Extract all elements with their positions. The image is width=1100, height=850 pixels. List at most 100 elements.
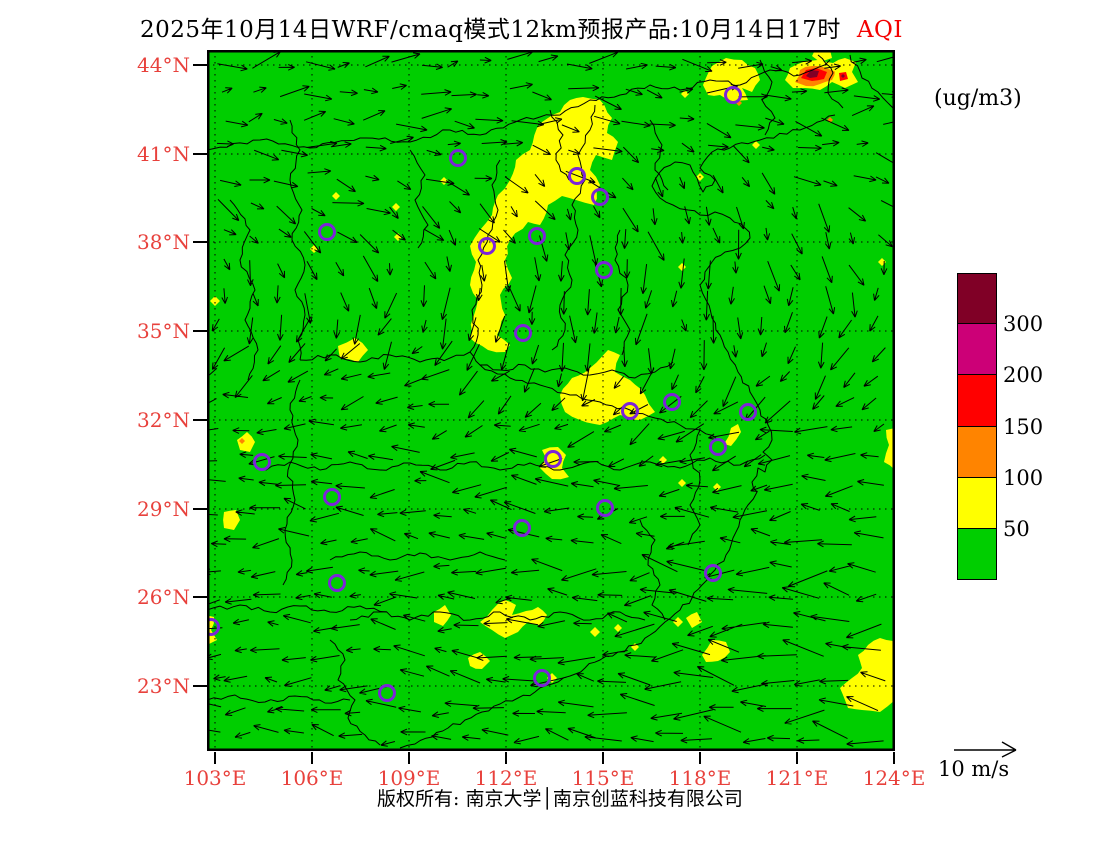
boundary-line [479, 364, 719, 441]
boundary-line [289, 119, 306, 361]
map-area [188, 47, 906, 754]
station-marker [724, 86, 742, 104]
aqi-patch [223, 510, 240, 530]
lon-tick-label: 112°E [474, 766, 538, 790]
station-marker [739, 403, 757, 421]
boundary-line [206, 604, 388, 614]
wind-vector-arrows [188, 50, 906, 747]
aqi-dot [614, 624, 622, 632]
lat-tick-mark [193, 596, 207, 598]
aqi-dot [673, 617, 683, 627]
map-canvas [188, 47, 906, 754]
station-marker [323, 488, 341, 506]
boundary-line [206, 694, 351, 704]
aqi-dot [678, 263, 686, 271]
lat-tick-label: 38°N [137, 230, 190, 254]
lat-tick-label: 35°N [137, 319, 190, 343]
aqi-patch [806, 70, 819, 78]
station-marker [568, 167, 586, 185]
colorbar-segment [957, 528, 997, 581]
aqi-dot [210, 296, 220, 306]
aqi-dot [332, 192, 340, 200]
copyright-text: 版权所有: 南京大学│南京创蓝科技有限公司 [377, 788, 743, 810]
units-label: (ug/m3) [934, 86, 1022, 111]
colorbar-segment [957, 477, 997, 529]
aqi-dot [239, 438, 245, 444]
aqi-patch [724, 424, 741, 446]
colorbar-segment [957, 375, 997, 427]
station-marker [621, 402, 639, 420]
colorbar-segment [957, 324, 997, 376]
wind-scale-label: 10 m/s [938, 757, 1010, 781]
aqi-dot [659, 456, 667, 464]
aqi-dot [752, 141, 760, 149]
title-pollutant-label: AQI [856, 17, 903, 43]
station-marker [478, 237, 496, 255]
station-marker [528, 227, 546, 245]
station-marker [663, 393, 681, 411]
aqi-dot [678, 479, 686, 487]
boundary-line [329, 639, 381, 746]
station-marker [378, 684, 396, 702]
lat-tick-label: 32°N [137, 408, 190, 432]
lat-tick-label: 29°N [137, 497, 190, 521]
station-marker [514, 324, 532, 342]
boundary-line [551, 104, 596, 351]
station-marker [704, 564, 722, 582]
lat-tick-label: 44°N [137, 53, 190, 77]
station-marker [595, 261, 613, 279]
boundary-line [649, 119, 669, 191]
aqi-dot [590, 627, 600, 637]
lon-tick-mark [408, 752, 410, 764]
lon-tick-mark [505, 752, 507, 764]
lon-tick-label: 115°E [571, 766, 635, 790]
aqi-dot [841, 74, 845, 78]
aqi-patch [470, 97, 618, 353]
lat-tick-mark [193, 508, 207, 510]
station-marker [318, 223, 336, 241]
aqi-patch [812, 50, 832, 62]
colorbar-label: 50 [1003, 517, 1030, 541]
aqi-patch [480, 600, 547, 638]
station-marker [709, 438, 727, 456]
boundary-line [409, 149, 429, 249]
aqi-dot [681, 90, 689, 98]
boundary-line [399, 114, 836, 749]
lat-tick-mark [193, 330, 207, 332]
boundary-line [329, 551, 506, 561]
lon-tick-mark [796, 752, 798, 764]
colorbar-label: 200 [1003, 363, 1044, 388]
colorbar-segment [957, 426, 997, 478]
lat-tick-mark [193, 241, 207, 243]
aqi-patch [686, 612, 702, 628]
station-marker [449, 149, 467, 167]
lon-tick-label: 103°E [183, 766, 247, 790]
station-marker [328, 574, 346, 592]
station-marker [253, 453, 271, 471]
colorbar-segment [957, 273, 997, 325]
boundary-line [849, 54, 894, 109]
lon-tick-label: 124°E [862, 766, 926, 790]
lon-tick-mark [893, 752, 895, 764]
title-text: 2025年10月14日WRF/cmaq模式12km预报产品:10月14日17时 [140, 17, 841, 43]
aqi-patch [237, 432, 255, 452]
colorbar-label: 150 [1003, 414, 1044, 439]
lat-tick-label: 23°N [137, 674, 190, 698]
boundary-line [614, 229, 631, 356]
boundary-line [206, 59, 831, 151]
aqi-dot [392, 203, 400, 211]
lat-tick-mark [193, 685, 207, 687]
aqi-dot [440, 177, 448, 185]
lon-tick-label: 121°E [765, 766, 829, 790]
boundary-line [229, 199, 259, 381]
lat-tick-mark [193, 64, 207, 66]
station-marker [533, 669, 551, 687]
lon-tick-mark [311, 752, 313, 764]
lat-tick-mark [193, 153, 207, 155]
lat-tick-label: 26°N [137, 585, 190, 609]
aqi-patch [434, 605, 451, 626]
boundary-line [282, 379, 301, 586]
page-title: 2025年10月14日WRF/cmaq模式12km预报产品:10月14日17时 A… [140, 10, 903, 44]
station-marker [591, 188, 609, 206]
